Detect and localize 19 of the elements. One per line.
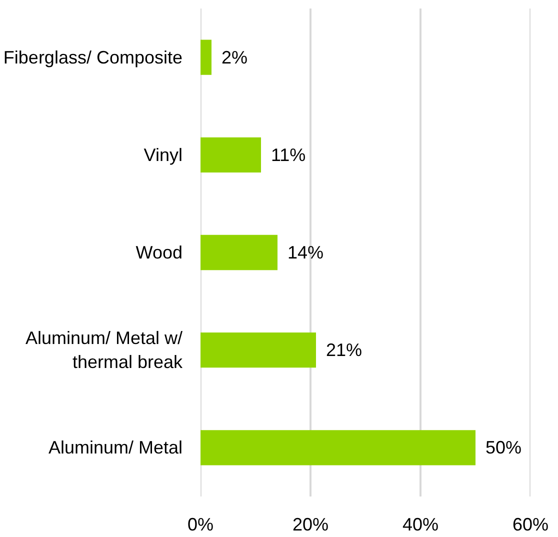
data-label: 11% xyxy=(271,144,306,165)
y-tick-label: Wood xyxy=(136,242,183,262)
y-tick-label: Aluminum/ Metal w/ thermal break xyxy=(25,328,184,372)
y-tick-label: Aluminum/ Metal xyxy=(48,438,183,458)
x-tick-label: 0% xyxy=(187,514,214,534)
bar xyxy=(200,332,316,368)
bar xyxy=(200,234,278,270)
bar xyxy=(200,40,212,75)
bar xyxy=(200,430,476,466)
data-label: 2% xyxy=(222,47,248,68)
y-tick-label: Vinyl xyxy=(144,144,183,165)
data-label: 14% xyxy=(288,242,324,262)
x-tick-label: 20% xyxy=(292,514,329,534)
bar xyxy=(200,137,261,172)
data-label: 21% xyxy=(326,340,362,360)
y-tick-label: Fiberglass/ Composite xyxy=(3,47,183,68)
x-tick-label: 60% xyxy=(512,514,549,534)
data-label: 50% xyxy=(486,438,522,458)
x-tick-label: 40% xyxy=(402,514,439,534)
